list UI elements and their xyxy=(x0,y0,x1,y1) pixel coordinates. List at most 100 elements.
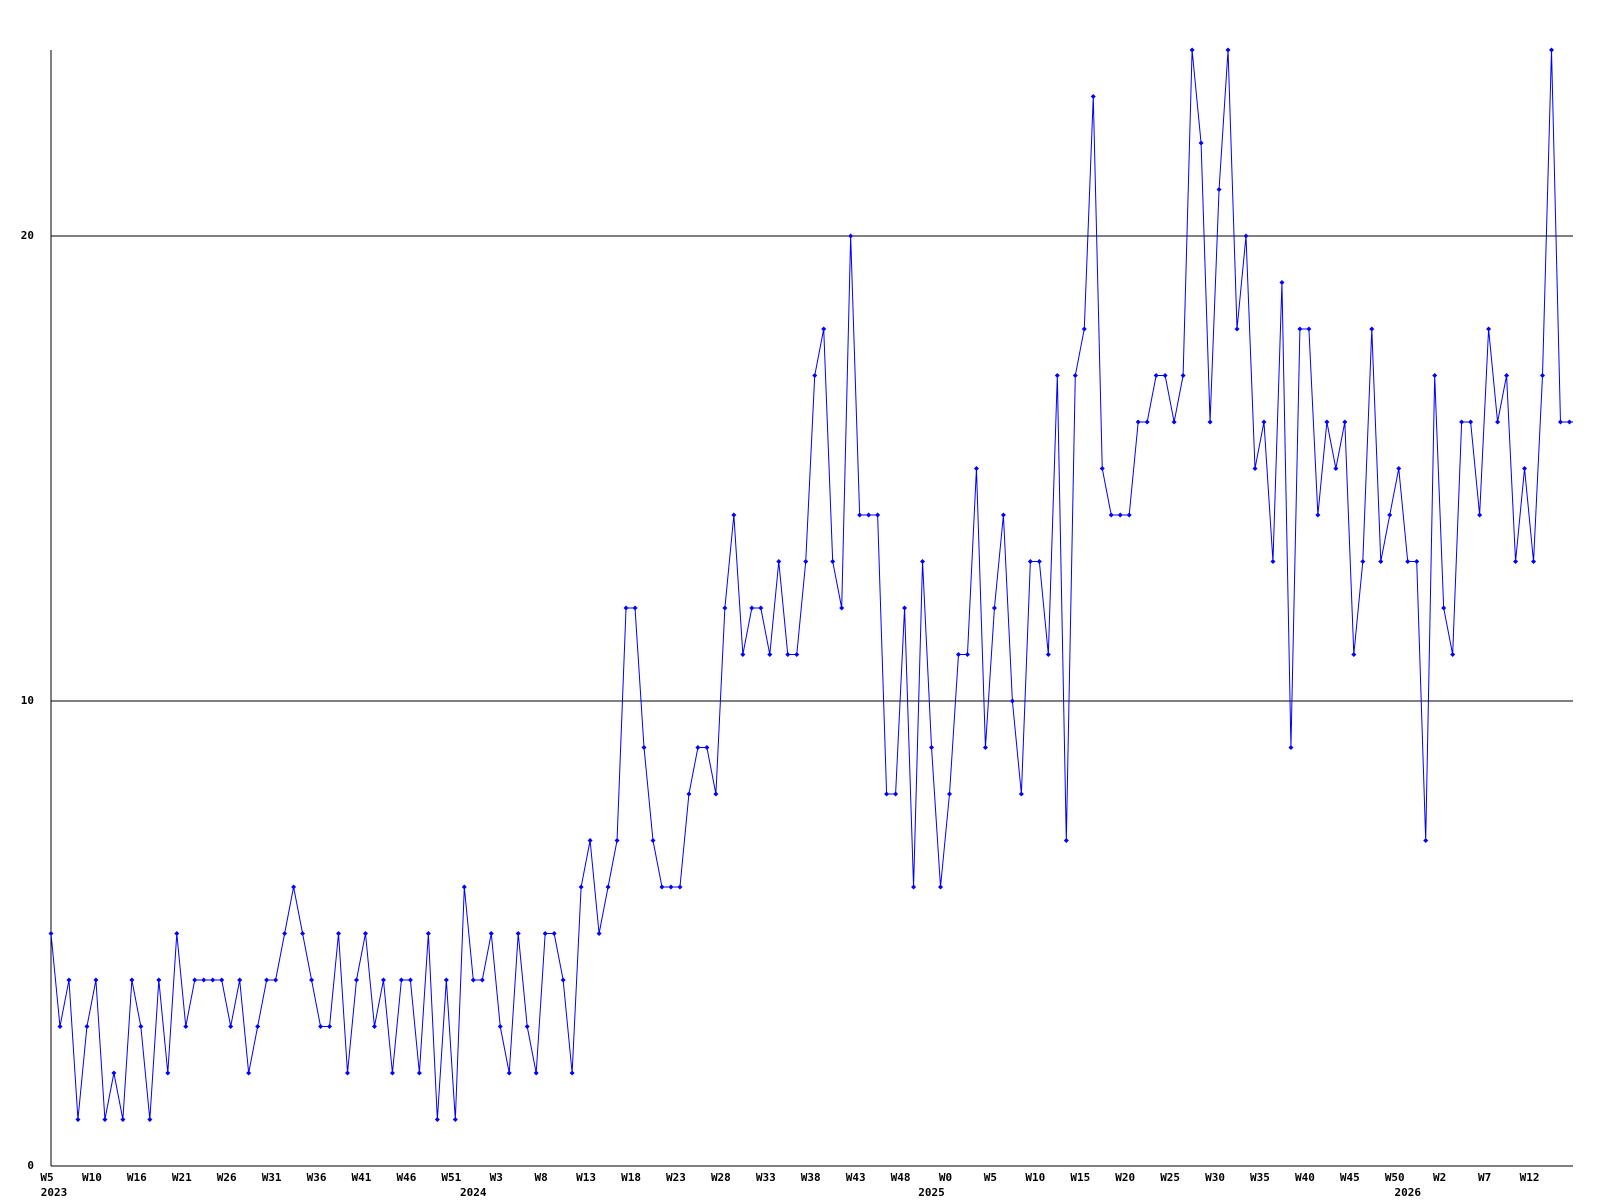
point xyxy=(470,977,476,983)
point xyxy=(1557,419,1563,425)
point xyxy=(695,745,701,750)
point xyxy=(1360,559,1366,564)
point xyxy=(1531,559,1537,564)
x-tick-label: W50 xyxy=(1385,1171,1405,1184)
point xyxy=(1180,373,1186,378)
point xyxy=(1459,419,1465,425)
point xyxy=(497,1024,503,1029)
point xyxy=(291,884,297,890)
point xyxy=(713,791,719,797)
point xyxy=(461,884,467,890)
point xyxy=(479,977,485,983)
x-tick-label: W8 xyxy=(535,1171,548,1184)
point xyxy=(48,931,54,936)
y-tick-label: 10 xyxy=(21,694,34,707)
point xyxy=(848,233,854,239)
x-tick-label: W15 xyxy=(1070,1171,1090,1184)
point xyxy=(1207,419,1213,425)
point xyxy=(425,931,431,936)
point xyxy=(964,652,970,657)
point xyxy=(93,977,99,983)
point xyxy=(228,1024,234,1029)
point xyxy=(452,1117,458,1122)
point xyxy=(1054,373,1060,378)
point xyxy=(1324,419,1330,425)
point xyxy=(66,977,72,983)
point xyxy=(1162,373,1168,378)
point xyxy=(201,977,207,983)
point xyxy=(416,1070,422,1076)
x-tick-label: W33 xyxy=(756,1171,776,1184)
point xyxy=(982,745,988,750)
point xyxy=(192,977,198,983)
point xyxy=(111,1070,117,1076)
point xyxy=(740,652,746,657)
point xyxy=(1566,419,1572,425)
x-tick-label: W3 xyxy=(490,1171,503,1184)
point xyxy=(551,931,557,936)
point xyxy=(1333,466,1339,471)
point xyxy=(578,884,584,890)
x-tick-label: W40 xyxy=(1295,1171,1315,1184)
point xyxy=(1036,559,1042,564)
point xyxy=(183,1024,189,1029)
point xyxy=(1081,326,1087,332)
point xyxy=(407,977,413,983)
point xyxy=(1405,559,1411,564)
point xyxy=(1288,745,1294,750)
point xyxy=(1270,559,1276,564)
point xyxy=(1441,605,1447,611)
point xyxy=(264,977,270,983)
point xyxy=(1045,652,1051,657)
x-tick-label: W48 xyxy=(891,1171,911,1184)
point xyxy=(1297,326,1303,332)
point xyxy=(812,373,818,378)
point xyxy=(659,884,665,890)
point xyxy=(947,791,952,797)
x-tick-label: W51 xyxy=(441,1171,461,1184)
x-tick-label: W41 xyxy=(352,1171,372,1184)
point xyxy=(1414,559,1420,564)
point xyxy=(318,1024,324,1029)
point xyxy=(1189,47,1195,53)
point xyxy=(785,652,791,657)
point xyxy=(569,1070,575,1076)
point xyxy=(327,1024,333,1029)
point xyxy=(1135,419,1141,425)
point xyxy=(1378,559,1384,564)
y-tick-label: 0 xyxy=(27,1159,34,1172)
point xyxy=(641,745,647,750)
point xyxy=(75,1117,81,1122)
year-label: 2024 xyxy=(460,1186,487,1199)
x-tick-label: W25 xyxy=(1160,1171,1180,1184)
point xyxy=(237,977,243,983)
point xyxy=(1252,466,1258,471)
year-label: 2023 xyxy=(41,1186,68,1199)
point xyxy=(120,1117,126,1122)
point xyxy=(1216,187,1222,192)
point xyxy=(1018,791,1024,797)
x-tick-label: W13 xyxy=(576,1171,596,1184)
point xyxy=(614,838,620,843)
point xyxy=(1477,512,1483,518)
point xyxy=(596,931,602,936)
point xyxy=(1063,838,1069,843)
point xyxy=(362,931,368,936)
point xyxy=(506,1070,512,1076)
point xyxy=(677,884,683,890)
x-tick-label: W43 xyxy=(846,1171,866,1184)
point xyxy=(749,605,755,611)
x-tick-label: W20 xyxy=(1115,1171,1135,1184)
point xyxy=(866,512,872,518)
point xyxy=(1495,419,1501,425)
point xyxy=(839,605,845,611)
point xyxy=(650,838,656,843)
point xyxy=(1432,373,1438,378)
point xyxy=(884,791,890,797)
point xyxy=(443,977,449,983)
point xyxy=(920,559,926,564)
point xyxy=(371,1024,377,1029)
point xyxy=(1423,838,1429,843)
point xyxy=(830,559,836,564)
